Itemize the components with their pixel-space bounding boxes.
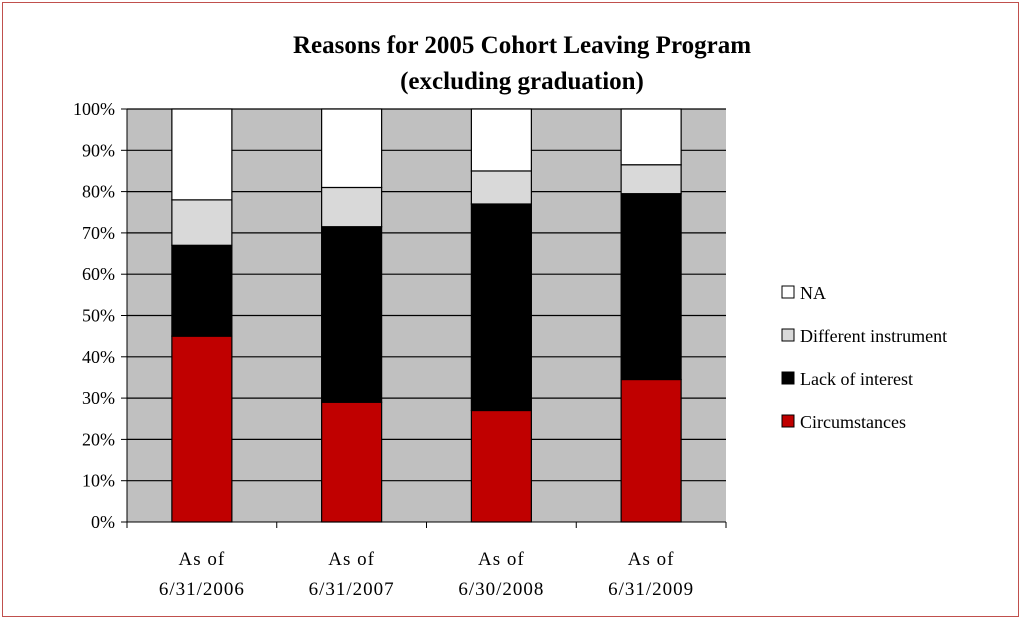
y-tick-label: 0% xyxy=(91,512,115,532)
x-tick-label: 6/31/2007 xyxy=(309,579,395,600)
bar-segment xyxy=(470,203,532,412)
legend-swatch xyxy=(781,328,795,342)
x-tick-label: 6/31/2009 xyxy=(608,579,694,600)
y-tick-label: 20% xyxy=(82,429,115,449)
bar-segment xyxy=(470,409,532,523)
bar-segment xyxy=(620,164,682,195)
bar-segment xyxy=(321,401,383,523)
legend-label: NA xyxy=(800,283,826,303)
bar-segment xyxy=(470,108,532,172)
y-tick-label: 60% xyxy=(82,264,115,284)
chart: Reasons for 2005 Cohort Leaving Program … xyxy=(73,32,947,600)
y-tick-label: 80% xyxy=(82,182,115,202)
y-tick-label: 70% xyxy=(82,223,115,243)
legend-label: Lack of interest xyxy=(800,369,913,389)
y-tick-label: 100% xyxy=(73,99,115,119)
legend-swatch xyxy=(781,371,795,385)
x-tick-label: As of xyxy=(328,549,375,570)
bar-segment xyxy=(321,186,383,228)
chart-subtitle: (excluding graduation) xyxy=(400,68,644,95)
bar-segment xyxy=(470,170,532,205)
y-tick-label: 30% xyxy=(82,388,115,408)
chart-title: Reasons for 2005 Cohort Leaving Program xyxy=(293,32,751,59)
legend-swatch xyxy=(781,414,795,428)
x-tick-label: 6/30/2008 xyxy=(458,579,544,600)
legend-label: Different instrument xyxy=(800,326,947,346)
axes: 0% 10% 20% 30% 40% 50% 60% 70% 80% 90% 100% As of 6/… xyxy=(73,99,727,600)
bars xyxy=(171,108,682,523)
bar-segment xyxy=(620,108,682,166)
x-tick-label: As of xyxy=(179,549,226,570)
x-tick-label: As of xyxy=(478,549,525,570)
y-tick-label: 50% xyxy=(82,306,115,326)
x-tick-label: As of xyxy=(628,549,675,570)
legend: NA Different instrument Lack of interest Ci… xyxy=(781,283,947,432)
y-tick-label: 40% xyxy=(82,347,115,367)
legend-label: Circumstances xyxy=(800,412,906,432)
legend-swatch xyxy=(781,285,795,299)
bar-segment xyxy=(321,226,383,403)
bar-segment xyxy=(171,108,233,201)
x-tick-label: 6/31/2006 xyxy=(159,579,245,600)
bar-segment xyxy=(620,378,682,523)
y-tick-label: 90% xyxy=(82,140,115,160)
y-tick-label: 10% xyxy=(82,471,115,491)
bar-segment xyxy=(171,199,233,246)
bar-segment xyxy=(321,108,383,189)
bar-segment xyxy=(171,335,233,523)
bar-segment xyxy=(171,244,233,337)
bar-segment xyxy=(620,193,682,381)
